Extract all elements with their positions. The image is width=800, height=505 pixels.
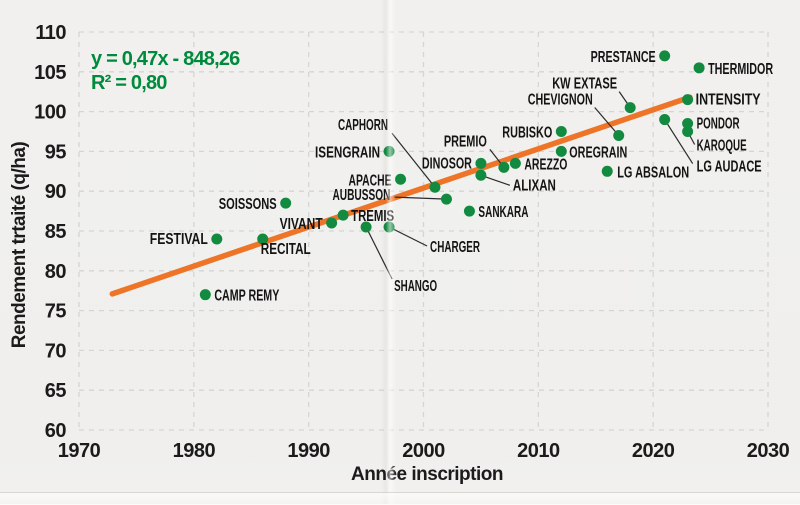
point-label: PONDOR <box>697 116 740 133</box>
trend-layer <box>109 94 693 297</box>
grid-layer <box>78 31 769 431</box>
x-tick-label: 2030 <box>747 440 790 462</box>
data-point <box>199 289 211 301</box>
data-point <box>395 173 407 185</box>
y-tick-label: 90 <box>45 181 67 203</box>
y-tick-label: 105 <box>34 62 66 84</box>
y-axis-title: Rendement trtaité (q/ha) <box>9 141 30 349</box>
point-label: RUBISKO <box>502 125 552 142</box>
point-label: OREGRAIN <box>569 144 627 161</box>
point-label: LG AUDACE <box>697 159 762 176</box>
trend-equation: y = 0,47x - 848,26 R² = 0,80 <box>91 47 240 95</box>
trend-line <box>109 94 693 297</box>
data-point <box>601 165 613 177</box>
point-label: ALIXAN <box>513 177 556 194</box>
data-point <box>326 217 338 229</box>
data-point <box>337 209 349 221</box>
point-label: DINOSOR <box>422 155 472 172</box>
y-tick-label: 95 <box>45 141 67 163</box>
y-tick-label: 80 <box>45 261 67 283</box>
point-label: CAPHORN <box>338 117 388 134</box>
point-label: CAMP REMY <box>214 288 279 305</box>
point-label: ISENGRAIN <box>315 144 380 161</box>
x-tick-label: 2020 <box>632 440 675 462</box>
y-tick-label: 70 <box>45 340 67 362</box>
x-tick-label: 1980 <box>173 440 216 462</box>
data-point <box>682 126 694 137</box>
point-label: THERMIDOR <box>708 61 773 78</box>
x-axis-title: Année inscription <box>351 464 503 485</box>
point-label: FESTIVAL <box>150 231 208 248</box>
point-label: SOISSONS <box>219 196 277 213</box>
data-point <box>257 233 269 245</box>
x-tick-label: 1970 <box>58 440 101 462</box>
point-label: PRESTANCE <box>591 49 656 66</box>
data-point <box>555 126 567 137</box>
trend-equation-line: y = 0,47x - 848,26 <box>91 48 240 70</box>
point-label: RECITAL <box>261 241 311 258</box>
point-label: KW EXTASE <box>552 76 617 93</box>
data-point <box>682 94 694 106</box>
leader-line <box>394 196 447 200</box>
y-tick-label: 60 <box>45 420 67 442</box>
ticks-layer: 60 65 70 75 80 85 90 95 100 105 110 1970 1980 1990 200… <box>34 22 790 462</box>
data-point <box>440 193 452 205</box>
point-label: TREMIS <box>351 208 394 225</box>
leader-line <box>664 119 694 164</box>
data-point <box>498 161 510 173</box>
x-tick-label: 2000 <box>402 440 445 462</box>
data-point <box>280 197 292 209</box>
point-label: PREMIO <box>444 133 487 150</box>
data-point <box>475 157 487 169</box>
point-label: VIVANT <box>280 216 323 233</box>
data-point <box>682 118 694 130</box>
point-label: AREZZO <box>524 156 567 173</box>
data-point <box>555 145 567 157</box>
point-label: LG ABSALON <box>617 164 689 181</box>
leader-line <box>391 132 436 188</box>
x-tick-label: 1990 <box>287 440 330 462</box>
trend-r2-line: R² = 0,80 <box>91 72 167 94</box>
data-point <box>360 221 372 233</box>
data-point <box>659 50 671 62</box>
point-label: KAROQUE <box>697 138 747 155</box>
data-point <box>383 145 395 157</box>
y-tick-label: 65 <box>45 380 67 402</box>
point-label: INTENSITY <box>696 92 761 109</box>
point-label: AUBUSSON <box>332 187 390 204</box>
data-point <box>475 169 487 181</box>
point-label: CHARGER <box>430 239 480 256</box>
data-point <box>693 62 705 74</box>
data-point <box>613 129 625 141</box>
data-point <box>659 114 671 126</box>
leader-line <box>388 226 428 247</box>
y-tick-label: 110 <box>35 22 66 44</box>
y-tick-label: 85 <box>45 221 67 243</box>
data-point <box>624 102 636 114</box>
point-label: APACHE <box>349 172 392 189</box>
data-point <box>211 233 223 245</box>
data-point <box>509 157 521 169</box>
point-label: SHANGO <box>394 278 437 295</box>
data-point <box>463 205 475 217</box>
y-tick-label: 100 <box>34 102 66 124</box>
point-label: CHEVIGNON <box>528 91 593 108</box>
x-tick-label: 2010 <box>517 440 560 462</box>
data-point <box>429 181 441 193</box>
leader-line <box>594 107 620 136</box>
y-tick-label: 75 <box>45 301 67 323</box>
point-label: SANKARA <box>478 204 528 221</box>
